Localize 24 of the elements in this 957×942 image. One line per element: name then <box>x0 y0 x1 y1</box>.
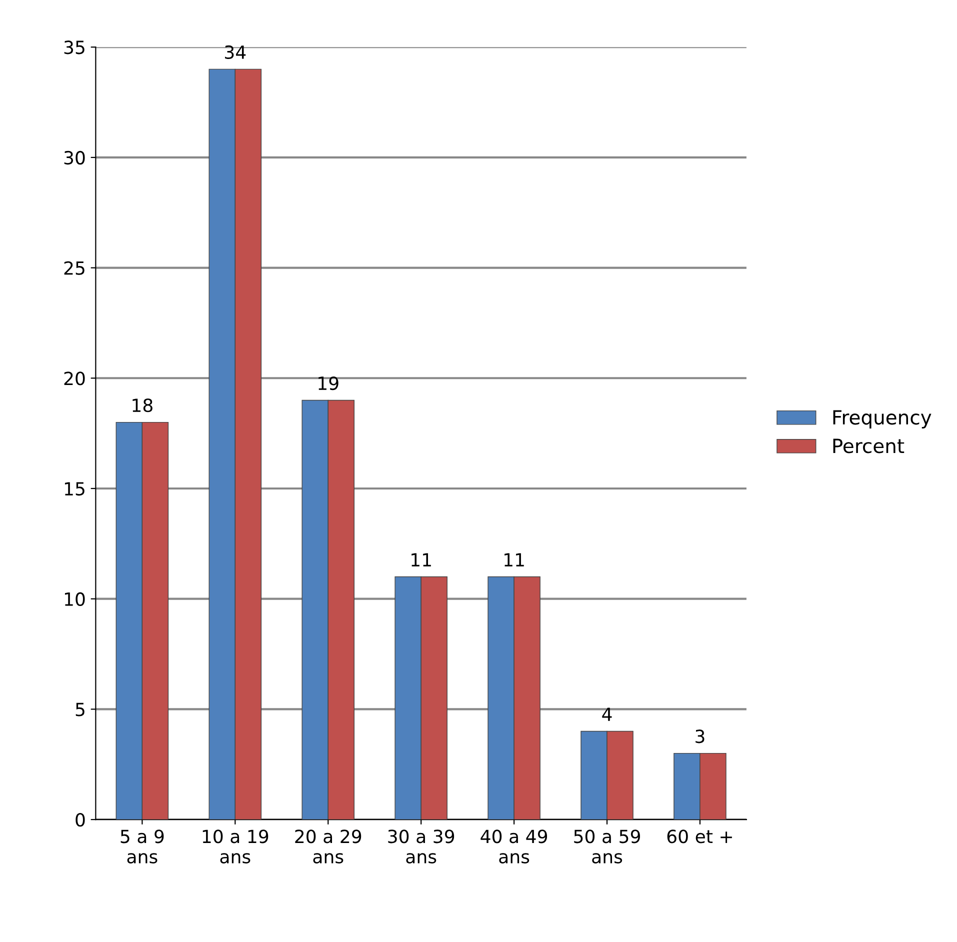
data-label: 19 <box>318 376 338 390</box>
x-tick-label: 50 a 59 ans <box>574 830 640 864</box>
y-tick-label: 10 <box>64 592 85 606</box>
x-tick-label: 20 a 29 ans <box>295 830 362 864</box>
data-label: 11 <box>504 553 524 566</box>
x-tick-label: 30 a 39 ans <box>388 830 454 864</box>
y-tick-label: 0 <box>76 813 85 827</box>
y-tick-label: 15 <box>64 482 84 496</box>
x-tick-label: 5 a 9 ans <box>120 830 164 864</box>
legend-label: Percent <box>833 438 904 454</box>
y-tick-label: 35 <box>64 40 84 54</box>
data-label: 34 <box>225 45 246 60</box>
data-label: 4 <box>602 708 612 721</box>
data-label: 18 <box>132 398 152 412</box>
y-tick-label: 5 <box>76 702 84 716</box>
y-tick-label: 20 <box>64 372 85 386</box>
legend-label: Frequency <box>833 410 932 428</box>
x-tick-label: 60 et + <box>667 830 732 844</box>
x-tick-label: 40 a 49 ans <box>480 830 548 864</box>
x-tick-label: 10 a 19 ans <box>202 830 268 864</box>
y-tick-label: 30 <box>64 150 85 165</box>
data-label: 11 <box>412 553 431 566</box>
data-label: 3 <box>696 730 704 744</box>
y-tick-label: 25 <box>64 261 84 275</box>
